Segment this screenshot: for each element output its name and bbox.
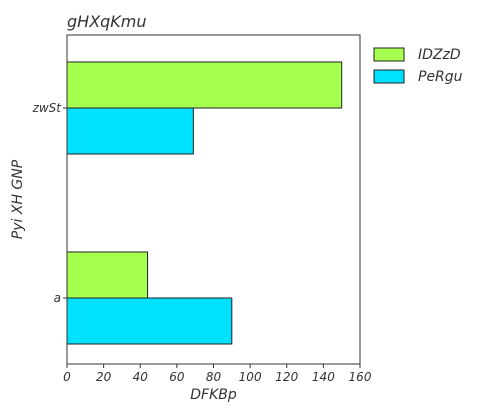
legend-label-IDZzD: IDZzD bbox=[418, 47, 461, 63]
legend-label-PeRgu: PeRgu bbox=[418, 69, 463, 85]
chart-title: gHXqKmu bbox=[67, 12, 147, 31]
x-tick-label: 0 bbox=[63, 370, 71, 384]
y-category-label: zwSt bbox=[32, 101, 63, 115]
x-tick-label: 100 bbox=[239, 370, 262, 384]
x-axis-label: DFKBp bbox=[190, 387, 237, 403]
y-category-label: a bbox=[54, 291, 61, 305]
bar-IDZzD-zwSt bbox=[66, 61, 343, 109]
bar-IDZzD-a bbox=[66, 251, 149, 299]
x-tick-label: 80 bbox=[206, 370, 222, 384]
legend: IDZzD PeRgu bbox=[373, 47, 463, 85]
x-tick-label: 40 bbox=[133, 370, 149, 384]
bars-layer bbox=[66, 61, 343, 345]
x-tick-label: 120 bbox=[275, 370, 298, 384]
y-axis-label: Pyi XH GNP bbox=[10, 159, 26, 239]
x-tick-label: 20 bbox=[96, 370, 112, 384]
bar-PeRgu-zwSt bbox=[66, 107, 194, 155]
x-tick-label: 140 bbox=[312, 370, 335, 384]
x-tick-label: 160 bbox=[349, 370, 372, 384]
x-axis-ticks: 0 20 40 60 80 100 120 140 160 bbox=[63, 364, 372, 384]
y-axis-categories: zwSt a bbox=[32, 101, 67, 305]
legend-swatch-PeRgu bbox=[373, 69, 405, 84]
x-tick-label: 60 bbox=[169, 370, 185, 384]
bar-PeRgu-a bbox=[66, 297, 233, 345]
legend-swatch-IDZzD bbox=[373, 47, 405, 62]
